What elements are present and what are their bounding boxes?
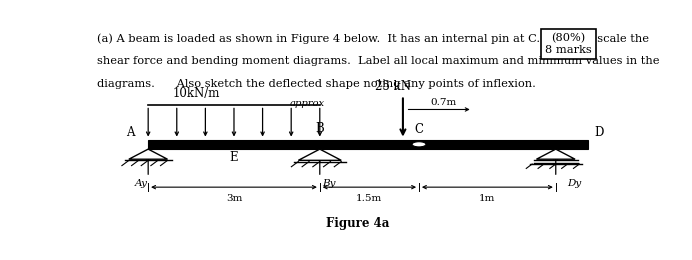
Text: E: E [230,151,238,164]
Text: B: B [316,121,324,134]
Bar [148,140,588,149]
Text: 3m: 3m [226,194,242,203]
Text: 1m: 1m [479,194,495,203]
Text: D: D [594,126,603,139]
Text: (a) A beam is loaded as shown in Figure 4 below.  It has an internal pin at C.  : (a) A beam is loaded as shown in Figure … [97,33,649,44]
Text: A: A [126,126,135,139]
Text: (80%)
8 marks: (80%) 8 marks [545,33,592,55]
Text: diagrams.      Also sketch the deflected shape noting any points of inflexion.: diagrams. Also sketch the deflected shap… [97,79,536,89]
Text: By: By [322,179,336,188]
Text: shear force and bending moment diagrams.  Label all local maximum and minimum va: shear force and bending moment diagrams.… [97,56,659,66]
Text: C: C [415,122,424,135]
Polygon shape [129,149,167,159]
Polygon shape [536,149,575,159]
Text: 10kN/m: 10kN/m [173,87,220,100]
Circle shape [412,142,426,147]
Text: 1.5m: 1.5m [356,194,383,203]
Text: Dy: Dy [567,179,582,188]
Text: 0.7m: 0.7m [430,99,456,107]
Text: approx: approx [289,99,325,108]
Text: Ay: Ay [135,179,148,188]
Text: 25 kN: 25 kN [375,80,411,93]
Text: Figure 4a: Figure 4a [326,217,389,230]
Polygon shape [298,149,341,160]
